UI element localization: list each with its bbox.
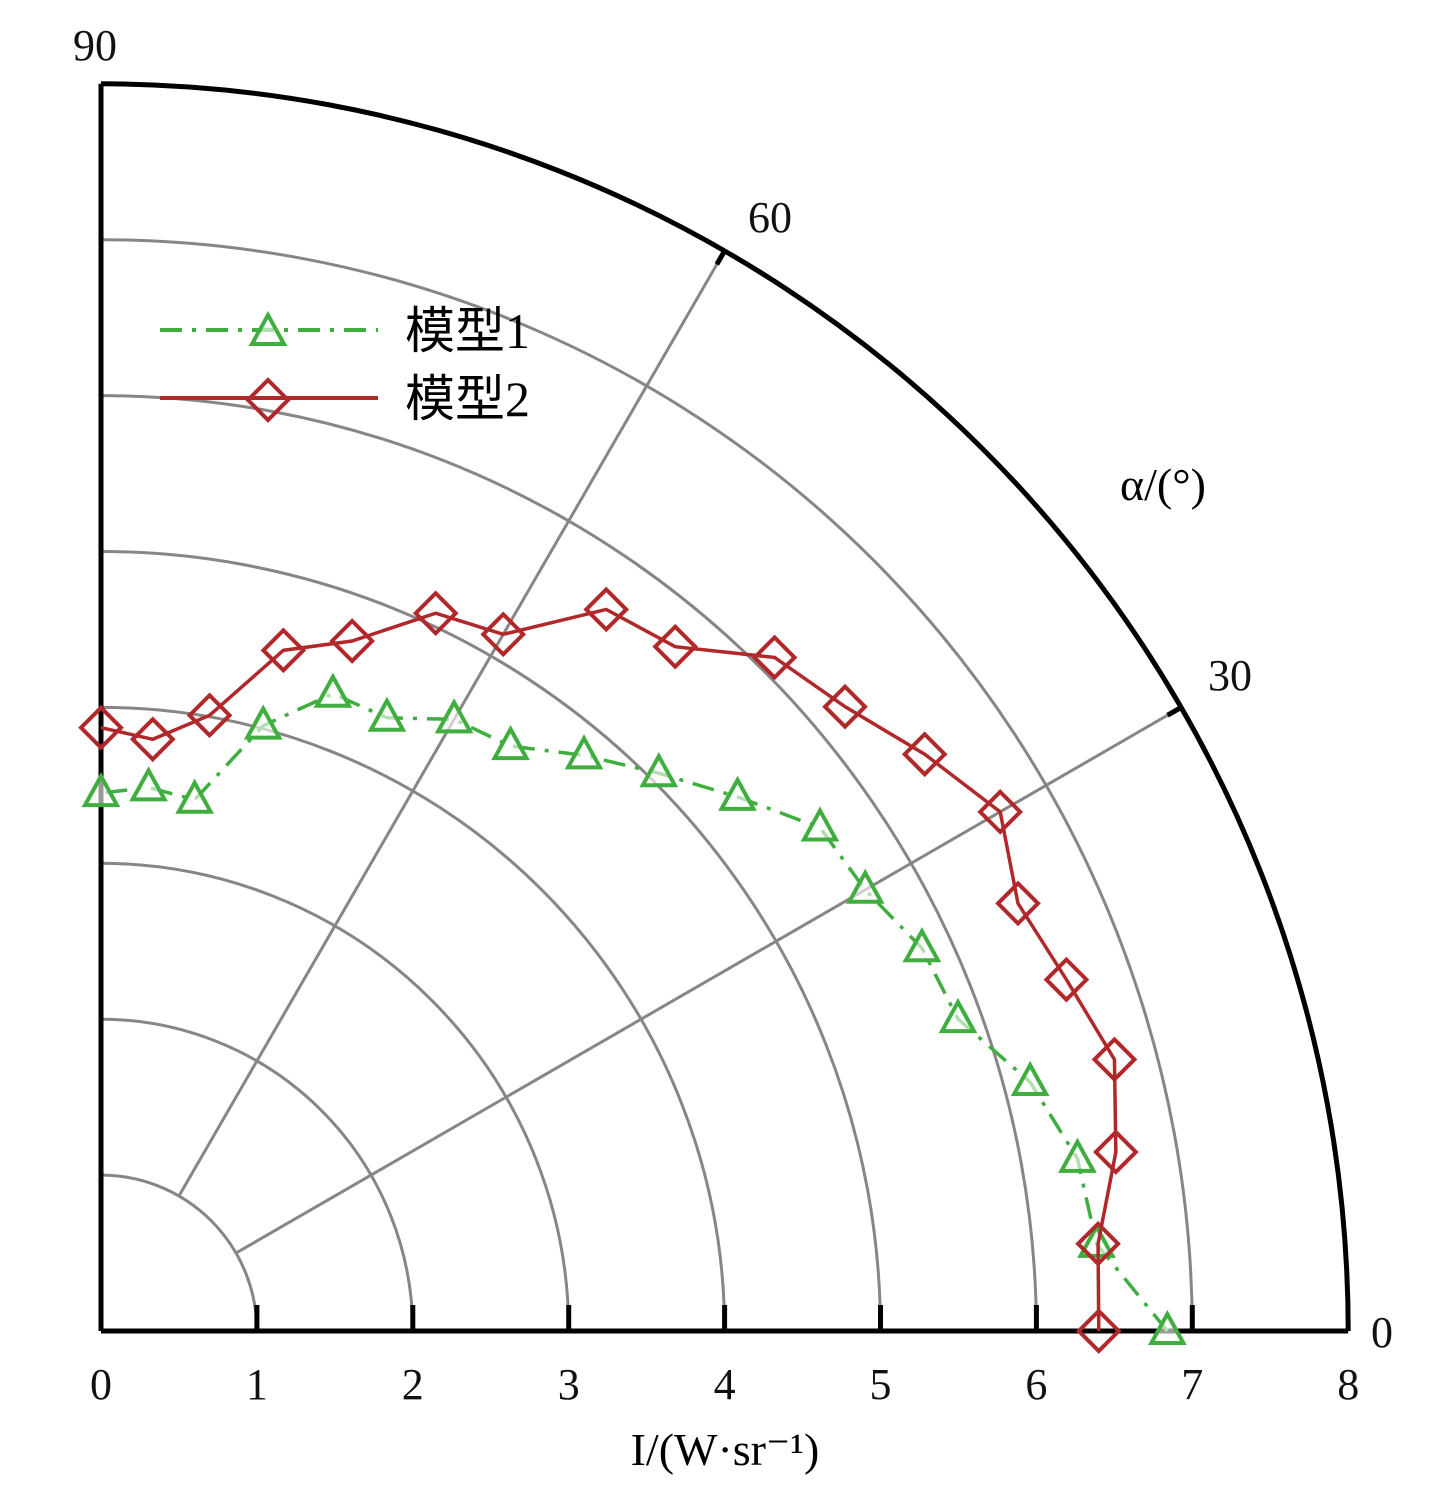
x-tick-label: 8 [1337, 1360, 1359, 1409]
triangle-marker [248, 310, 288, 346]
triangle-marker [129, 766, 168, 802]
series [78, 586, 1187, 1354]
angle-tick-mark [714, 249, 727, 266]
triangle-marker [800, 806, 840, 842]
triangle-marker [313, 672, 353, 708]
grid-arc [100, 1173, 259, 1332]
triangle-marker [564, 734, 604, 770]
diamond-marker [1075, 1308, 1122, 1354]
grid-spoke [235, 706, 1182, 1255]
x-tick-label: 4 [714, 1360, 736, 1409]
diamond-marker [1093, 1129, 1139, 1175]
legend-item: 模型1 [160, 303, 530, 359]
x-tick-label: 7 [1181, 1360, 1203, 1409]
diamond-marker [995, 880, 1041, 927]
diamond-marker [583, 586, 630, 633]
diamond-marker [78, 704, 124, 751]
diamond-marker [822, 683, 868, 730]
grid-arc [100, 238, 1194, 1332]
triangle-marker [718, 775, 757, 811]
diamond-marker [901, 731, 948, 778]
diamond-marker [329, 618, 375, 664]
angle-tick-label: 60 [748, 193, 792, 242]
triangle-marker [902, 927, 942, 963]
triangle-marker [639, 752, 679, 788]
outer-arc [100, 81, 1351, 1332]
grid-arc [100, 1017, 415, 1332]
diamond-marker [245, 377, 291, 423]
radial-axis-label: I/(W·sr⁻¹) [631, 1424, 820, 1475]
angle-tick-label: 30 [1208, 651, 1252, 700]
series-line [100, 691, 1169, 1333]
grid-arc [100, 861, 571, 1332]
x-tick-label: 6 [1025, 1360, 1047, 1409]
x-tick-label: 2 [402, 1360, 424, 1409]
legend-label: 模型2 [405, 371, 530, 427]
triangle-marker [367, 696, 407, 732]
x-tick-label: 5 [870, 1360, 892, 1409]
grid-arc [100, 705, 727, 1332]
diamond-marker [260, 627, 307, 674]
diamond-marker [1075, 1220, 1121, 1267]
diamond-marker [186, 692, 233, 739]
triangle-marker [845, 868, 885, 904]
triangle-marker [81, 772, 121, 808]
diamond-marker [977, 789, 1024, 835]
angle-tick-label: 0 [1371, 1308, 1393, 1357]
diamond-marker [129, 716, 176, 763]
angular-axis-label: α/(°) [1120, 459, 1206, 510]
triangle-marker [434, 698, 474, 734]
triangle-marker [1147, 1309, 1187, 1345]
triangle-marker [243, 704, 283, 740]
angle-tick-label: 90 [73, 21, 117, 70]
x-tick-label: 1 [246, 1360, 268, 1409]
series-2 [78, 586, 1139, 1354]
diamond-marker [652, 623, 699, 670]
diamond-marker [480, 611, 527, 658]
x-tick-label: 3 [558, 1360, 580, 1409]
triangle-marker [491, 724, 530, 761]
triangle-marker [175, 778, 215, 814]
angle-tick-mark [1166, 705, 1183, 718]
triangle-marker [1058, 1137, 1097, 1173]
diamond-marker [1043, 956, 1090, 1003]
legend-item: 模型2 [160, 371, 530, 427]
legend-label: 模型1 [405, 303, 530, 359]
diamond-marker [1091, 1036, 1138, 1083]
series-line [100, 607, 1118, 1332]
diamond-marker [751, 634, 798, 681]
diamond-marker [412, 590, 459, 637]
grid-arc [100, 394, 1038, 1332]
triangle-marker [1010, 1060, 1050, 1097]
x-tick-label: 0 [90, 1360, 112, 1409]
triangle-marker [938, 997, 978, 1034]
